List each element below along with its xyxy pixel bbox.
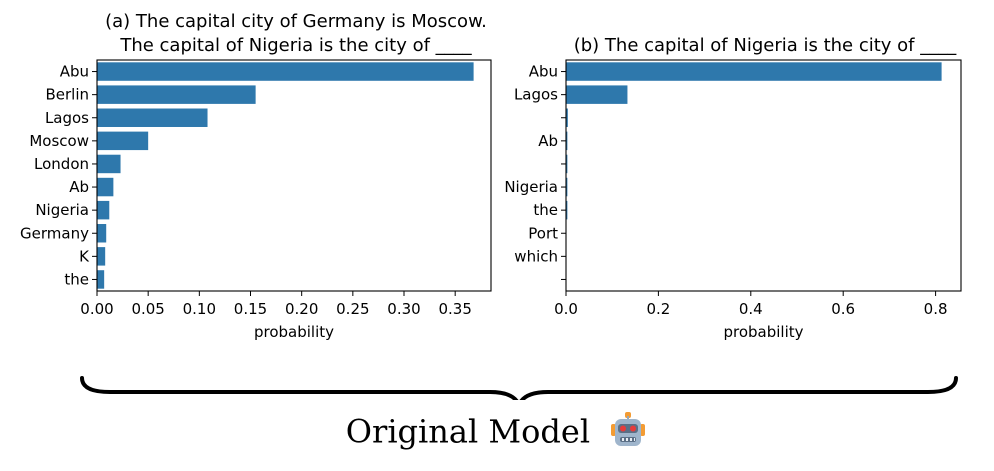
category-label: Port <box>528 224 558 242</box>
category-label: Abu <box>60 63 89 81</box>
category-label: Lagos <box>514 86 558 104</box>
chart-title: The capital of Nigeria is the city of __… <box>119 35 472 56</box>
category-label: Nigeria <box>504 178 558 196</box>
chart-panel-a: Abu Berlin Lagos Moscow London Ab Nigeria Germa… <box>20 11 492 341</box>
x-axis-label: probability <box>723 323 803 341</box>
figure-caption: Original Model <box>0 412 994 456</box>
category-label: K <box>79 247 90 265</box>
category-label: Ab <box>538 132 558 150</box>
bar <box>566 131 568 151</box>
category-label: the <box>533 201 558 219</box>
bar <box>97 62 474 81</box>
category-label: Lagos <box>45 109 89 127</box>
x-tick-label: 0.6 <box>831 300 855 318</box>
bar <box>97 154 121 174</box>
bar <box>566 108 568 127</box>
category-label: the <box>64 270 89 288</box>
robot-icon <box>608 412 648 456</box>
plot-frame <box>565 59 962 292</box>
category-label: Germany <box>20 224 89 242</box>
category-label: London <box>34 155 89 173</box>
bar <box>566 200 568 220</box>
x-tick-label: 0.15 <box>234 300 267 318</box>
chart-panel-b: Abu Lagos Ab Nigeria the Port which 0.0 0.2 0.4 0.… <box>504 35 962 341</box>
x-tick-label: 0.4 <box>739 300 763 318</box>
x-tick-label: 0.00 <box>80 300 113 318</box>
bar <box>566 154 568 174</box>
plot-frame <box>96 59 492 292</box>
bar <box>97 270 105 289</box>
bar <box>97 177 114 197</box>
bar <box>97 200 110 220</box>
category-label: Ab <box>69 178 89 196</box>
x-tick-label: 0.20 <box>285 300 318 318</box>
x-tick-label: 0.2 <box>646 300 670 318</box>
x-tick-label: 0.30 <box>387 300 420 318</box>
curly-brace <box>80 376 958 400</box>
bar <box>97 224 107 243</box>
caption-text: Original Model <box>345 412 591 451</box>
chart-title: (b) The capital of Nigeria is the city o… <box>574 35 958 56</box>
bar <box>97 108 208 127</box>
bar <box>97 131 149 151</box>
bar <box>97 85 256 104</box>
bar <box>566 177 568 197</box>
x-axis-label: probability <box>254 323 334 341</box>
bar <box>566 62 942 81</box>
x-tick-label: 0.10 <box>183 300 216 318</box>
x-tick-label: 0.8 <box>924 300 948 318</box>
category-label: Berlin <box>45 86 89 104</box>
category-label: Abu <box>529 63 558 81</box>
figure: Abu Berlin Lagos Moscow London Ab Nigeria Germa… <box>20 11 962 400</box>
x-tick-label: 0.0 <box>554 300 578 318</box>
chart-title: (a) The capital city of Germany is Mosco… <box>105 11 487 32</box>
x-tick-label: 0.05 <box>131 300 164 318</box>
category-label: Moscow <box>29 132 89 150</box>
x-tick-label: 0.35 <box>438 300 471 318</box>
bar <box>97 247 106 266</box>
category-label: Nigeria <box>35 201 89 219</box>
category-label: which <box>514 247 558 265</box>
x-tick-label: 0.25 <box>336 300 369 318</box>
bar <box>566 85 628 104</box>
